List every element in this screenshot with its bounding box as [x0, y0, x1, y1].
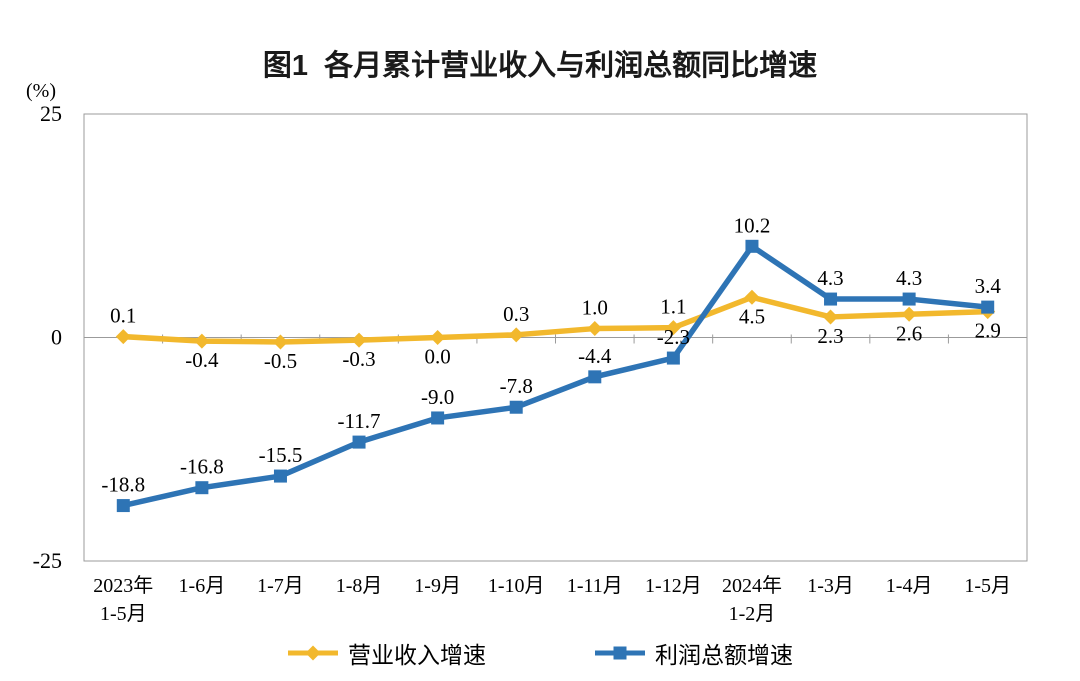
x-axis-label: 1-7月 [257, 575, 304, 597]
data-label: -18.8 [101, 473, 145, 497]
data-label: 0.0 [425, 345, 451, 369]
data-label: 10.2 [734, 213, 771, 237]
data-point-marker [666, 351, 680, 365]
x-axis-label: 1-5月 [964, 575, 1011, 597]
data-point-marker [665, 320, 681, 336]
data-point-marker [824, 292, 838, 306]
data-point-marker [823, 309, 839, 325]
y-tick-label: 25 [40, 101, 62, 126]
y-tick-label: 0 [51, 325, 62, 350]
data-label: 4.3 [817, 266, 843, 290]
x-axis-label: 1-12月 [645, 575, 702, 597]
data-point-marker [587, 321, 603, 337]
data-point-marker [115, 329, 131, 345]
data-point-marker [981, 300, 995, 314]
data-point-marker [509, 400, 523, 414]
legend-marker-diamond-icon [288, 645, 338, 661]
data-label: 1.0 [582, 296, 608, 320]
data-label: 0.3 [503, 302, 529, 326]
data-label: -15.5 [259, 443, 303, 467]
data-label: 3.4 [975, 274, 1002, 298]
data-point-marker [195, 481, 209, 495]
data-point-marker [352, 435, 366, 449]
data-point-marker [431, 411, 445, 425]
data-label: -9.0 [421, 385, 454, 409]
data-label: -0.4 [185, 348, 219, 372]
y-tick-label: -25 [33, 548, 62, 573]
data-point-marker [351, 332, 367, 348]
data-label: 2.9 [975, 319, 1001, 343]
x-axis-label: 2024年 [722, 574, 782, 597]
data-point-marker [194, 333, 210, 349]
legend-label: 营业收入增速 [348, 642, 486, 668]
series-line-0 [120, 294, 991, 345]
data-point-marker [116, 499, 130, 513]
x-axis-label: 1-5月 [100, 603, 147, 625]
data-label: 4.3 [896, 266, 922, 290]
x-axis-label: 1-3月 [807, 575, 854, 597]
legend-marker-square-icon [595, 646, 645, 660]
series-line-1 [120, 243, 991, 509]
data-point-marker [902, 292, 916, 306]
data-point-marker [901, 306, 917, 322]
data-label: 2.3 [817, 324, 843, 348]
x-axis-label: 1-11月 [567, 575, 623, 597]
data-label: -16.8 [180, 455, 224, 479]
data-label: -11.7 [338, 409, 381, 433]
data-label: 4.5 [739, 304, 765, 328]
data-point-marker [744, 289, 760, 305]
x-axis-label: 1-8月 [336, 575, 383, 597]
legend-item-1: 利润总额增速 [594, 636, 793, 670]
data-label: 0.1 [110, 304, 136, 328]
data-label: -7.8 [500, 374, 533, 398]
data-label: -2.3 [657, 325, 690, 349]
x-axis-label: 1-10月 [488, 575, 545, 597]
legend-item-0: 营业收入增速 [287, 636, 486, 670]
x-axis-label: 2023年 [93, 574, 153, 597]
data-point-marker [273, 469, 287, 483]
legend-marker-shape [305, 645, 321, 661]
data-point-marker [508, 327, 524, 343]
data-label: 1.1 [660, 295, 686, 319]
x-axis-label: 1-9月 [414, 575, 461, 597]
y-axis-unit: (%) [26, 80, 56, 102]
legend-marker-shape [613, 646, 627, 660]
data-label: -0.3 [342, 347, 375, 371]
data-point-marker [588, 370, 602, 384]
x-axis-label: 1-4月 [886, 575, 933, 597]
data-label: -4.4 [578, 344, 612, 368]
data-label: 2.6 [896, 321, 922, 345]
legend-label: 利润总额增速 [655, 642, 793, 668]
data-point-marker [745, 239, 759, 253]
chart-title: 图1 各月累计营业收入与利润总额同比增速 [262, 50, 818, 82]
x-axis-label: 1-2月 [729, 603, 776, 625]
x-axis-label: 1-6月 [179, 575, 226, 597]
data-point-marker [272, 334, 288, 350]
chart-legend: 营业收入增速 利润总额增速 [0, 636, 1080, 670]
data-point-marker [430, 330, 446, 345]
data-label: -0.5 [264, 349, 297, 373]
